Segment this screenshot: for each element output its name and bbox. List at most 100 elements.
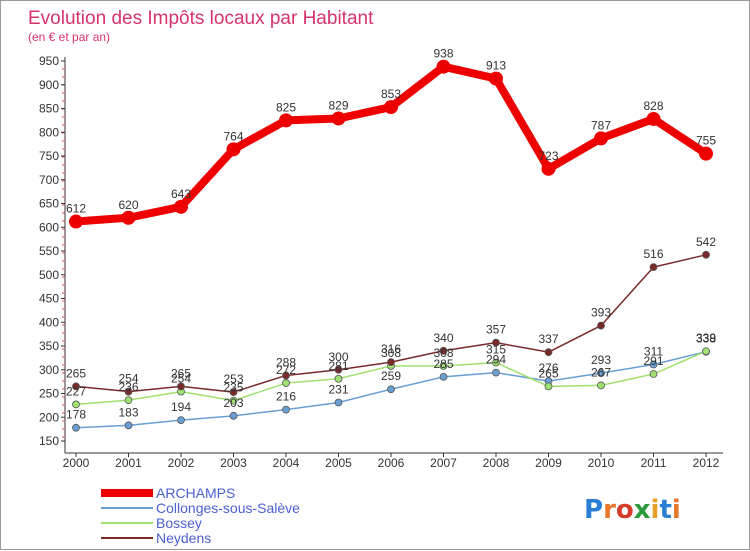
data-label: 723 bbox=[538, 149, 558, 163]
data-point-archamps bbox=[174, 199, 188, 214]
data-label: 272 bbox=[276, 363, 296, 377]
data-point-neydens bbox=[334, 365, 343, 374]
data-point-neydens bbox=[72, 382, 80, 391]
data-point-collonges-sous-sal-ve bbox=[492, 368, 500, 377]
data-point-neydens bbox=[544, 348, 553, 357]
y-tick-label: 950 bbox=[39, 54, 59, 68]
axes: 150 200 250 300 350 400 450 500 550 600 650 700 750 8… bbox=[39, 54, 723, 470]
data-point-bossey bbox=[544, 382, 553, 391]
data-label: 231 bbox=[328, 383, 348, 397]
data-point-collonges-sous-sal-ve bbox=[282, 405, 290, 414]
y-tick-label: 650 bbox=[39, 197, 59, 211]
y-tick-label: 750 bbox=[39, 149, 59, 163]
data-label: 194 bbox=[171, 400, 191, 414]
data-label: 764 bbox=[223, 129, 243, 143]
data-point-archamps bbox=[646, 111, 661, 126]
data-point-neydens bbox=[492, 338, 500, 347]
legend-label: Bossey bbox=[156, 515, 202, 531]
x-tick-label: 2006 bbox=[378, 456, 405, 470]
data-label: 178 bbox=[66, 408, 86, 422]
data-point-archamps bbox=[436, 59, 451, 74]
x-tick-label: 2002 bbox=[168, 456, 195, 470]
data-point-bossey bbox=[597, 381, 605, 390]
data-label: 311 bbox=[644, 345, 663, 359]
y-tick-label: 600 bbox=[39, 220, 59, 234]
x-tick-label: 2000 bbox=[63, 456, 90, 470]
data-point-neydens bbox=[702, 250, 710, 259]
y-tick-label: 450 bbox=[39, 292, 59, 306]
data-point-bossey bbox=[492, 358, 500, 367]
chart-subtitle: (en € et par an) bbox=[28, 30, 110, 44]
data-label: 755 bbox=[696, 134, 716, 148]
data-label: 259 bbox=[381, 369, 401, 383]
data-label: 853 bbox=[381, 87, 401, 101]
data-point-neydens bbox=[282, 371, 290, 380]
data-point-archamps bbox=[489, 71, 503, 86]
data-label: 316 bbox=[381, 342, 401, 356]
data-point-archamps bbox=[384, 100, 398, 115]
x-tick-label: 2009 bbox=[535, 456, 562, 470]
data-label: 643 bbox=[171, 187, 191, 201]
data-point-neydens bbox=[439, 346, 448, 355]
y-tick-label: 700 bbox=[39, 173, 59, 187]
y-tick-label: 500 bbox=[39, 268, 59, 282]
data-point-bossey bbox=[439, 362, 448, 370]
data-label: 828 bbox=[643, 99, 663, 113]
y-tick-label: 300 bbox=[39, 363, 59, 377]
data-label: 620 bbox=[118, 198, 138, 212]
data-labels: 612 620 643 764 825 829 853 938 913 723 787 828 755 1… bbox=[66, 47, 716, 422]
data-label: 254 bbox=[118, 372, 138, 386]
data-point-collonges-sous-sal-ve bbox=[177, 416, 185, 425]
data-point-bossey bbox=[702, 347, 710, 356]
data-point-collonges-sous-sal-ve bbox=[597, 369, 605, 377]
data-point-collonges-sous-sal-ve bbox=[229, 411, 238, 420]
data-label: 294 bbox=[486, 353, 506, 367]
data-point-neydens bbox=[229, 388, 238, 396]
x-tick-label: 2012 bbox=[693, 456, 720, 470]
data-point-collonges-sous-sal-ve bbox=[334, 398, 343, 407]
y-tick-label: 800 bbox=[39, 125, 59, 139]
data-label: 913 bbox=[486, 59, 506, 73]
data-label: 340 bbox=[433, 331, 453, 345]
legend: ARCHAMPSCollonges-sous-SalèveBosseyNeyde… bbox=[101, 485, 300, 546]
data-label: 265 bbox=[538, 366, 558, 380]
y-tick-label: 850 bbox=[39, 102, 59, 116]
data-label: 227 bbox=[66, 384, 86, 398]
data-point-bossey bbox=[72, 400, 80, 409]
data-point-neydens bbox=[387, 358, 395, 367]
data-label: 393 bbox=[591, 306, 611, 320]
data-point-archamps bbox=[331, 111, 346, 126]
legend-label: Neydens bbox=[156, 530, 211, 546]
data-label: 288 bbox=[276, 355, 296, 369]
data-label: 315 bbox=[486, 343, 506, 357]
data-label: 265 bbox=[171, 366, 191, 380]
data-label: 825 bbox=[276, 100, 296, 114]
data-point-archamps bbox=[699, 146, 713, 161]
data-label: 300 bbox=[328, 350, 348, 364]
data-label: 612 bbox=[66, 202, 86, 216]
x-tick-label: 2001 bbox=[115, 456, 142, 470]
data-point-collonges-sous-sal-ve bbox=[387, 385, 395, 394]
data-label: 338 bbox=[696, 332, 716, 346]
series-lines bbox=[69, 59, 713, 432]
data-label: 293 bbox=[591, 353, 611, 367]
data-point-neydens bbox=[177, 382, 185, 391]
data-label: 236 bbox=[118, 380, 138, 394]
y-tick-label: 150 bbox=[39, 434, 59, 448]
data-point-collonges-sous-sal-ve bbox=[72, 423, 80, 432]
data-point-archamps bbox=[226, 142, 241, 157]
data-point-collonges-sous-sal-ve bbox=[649, 360, 658, 369]
data-label: 254 bbox=[171, 372, 191, 386]
data-label: 938 bbox=[433, 47, 453, 61]
x-tick-label: 2005 bbox=[325, 456, 352, 470]
data-label: 308 bbox=[433, 346, 453, 360]
data-label: 276 bbox=[538, 361, 558, 375]
data-label: 542 bbox=[696, 235, 716, 249]
data-point-archamps bbox=[121, 210, 136, 225]
data-label: 281 bbox=[328, 359, 348, 373]
data-label: 203 bbox=[223, 396, 243, 410]
data-label: 183 bbox=[118, 405, 138, 419]
y-tick-label: 900 bbox=[39, 78, 59, 92]
data-label: 291 bbox=[643, 354, 663, 368]
